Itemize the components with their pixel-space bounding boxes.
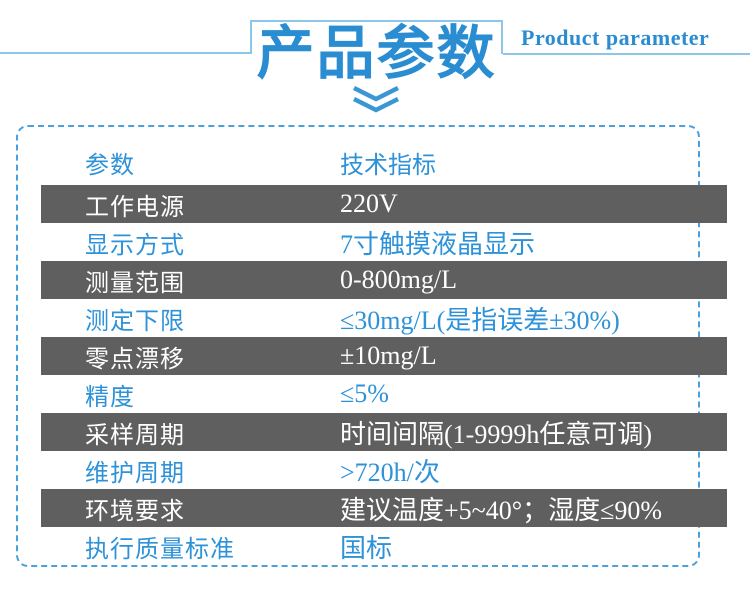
table-row: 采样周期 时间间隔(1-9999h任意可调) (41, 413, 727, 451)
table-row: 精度 ≤5% (41, 375, 727, 413)
column-header-spec: 技术指标 (340, 153, 436, 179)
row-label: 精度 (85, 384, 135, 411)
header-rule-left (0, 52, 250, 54)
table-row: 测定下限 ≤30mg/L(是指误差±30%) (41, 299, 727, 337)
table-row: 测量范围 0-800mg/L (41, 261, 727, 299)
page-title: 产品参数 (256, 21, 497, 86)
row-value: 0-800mg/L (340, 265, 457, 294)
table-body: 工作电源 220V 显示方式 7寸触摸液晶显示测量范围 0-800mg/L 测定下限 ≤30… (41, 185, 727, 565)
table-row: 执行质量标准 国标 (41, 527, 727, 565)
row-value: 国标 (340, 533, 393, 563)
column-header-parameter: 参数 (85, 153, 135, 179)
table-row: 维护周期 >720h/次 (41, 451, 727, 489)
row-label: 零点漂移 (85, 346, 185, 373)
row-value: 220V (340, 189, 398, 218)
spec-table: 参数 技术指标 工作电源 220V 显示方式 7寸触摸液晶显示测量范围 0-800mg/… (41, 140, 727, 565)
header-rule-right (503, 53, 750, 55)
row-label: 测量范围 (85, 270, 185, 297)
row-value: ≤5% (340, 379, 389, 408)
row-value: 建议温度+5~40°；湿度≤90% (340, 495, 663, 525)
row-value: >720h/次 (340, 457, 440, 487)
row-label: 显示方式 (85, 232, 185, 259)
row-label: 环境要求 (85, 498, 185, 525)
row-value: 时间间隔(1-9999h任意可调) (340, 419, 652, 449)
title-outline-box (250, 20, 503, 54)
row-label: 维护周期 (85, 460, 185, 487)
row-label: 采样周期 (85, 422, 185, 449)
double-chevron-down-icon (351, 86, 401, 114)
row-value: ±10mg/L (340, 341, 437, 370)
row-label: 测定下限 (85, 308, 185, 335)
row-label: 执行质量标准 (85, 536, 235, 563)
table-row: 零点漂移 ±10mg/L (41, 337, 727, 375)
row-value: 7寸触摸液晶显示 (340, 229, 536, 259)
table-row: 工作电源 220V (41, 185, 727, 223)
row-value: ≤30mg/L(是指误差±30%) (340, 305, 620, 335)
table-header-row: 参数 技术指标 (41, 140, 727, 185)
table-row: 显示方式 7寸触摸液晶显示 (41, 223, 727, 261)
row-label: 工作电源 (85, 194, 185, 221)
page-subtitle: Product parameter (521, 25, 710, 50)
table-row: 环境要求 建议温度+5~40°；湿度≤90% (41, 489, 727, 527)
